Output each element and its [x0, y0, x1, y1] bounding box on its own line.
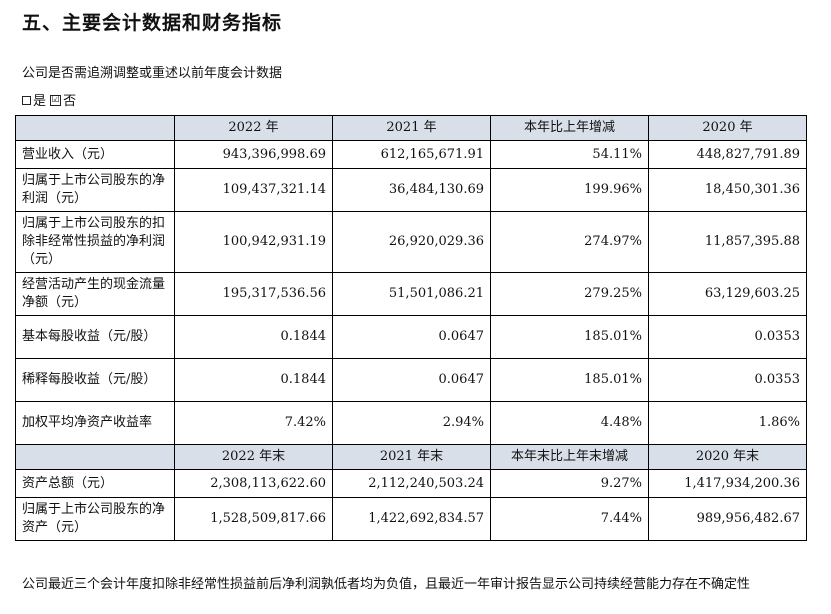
value-cell: 448,827,791.89 [648, 140, 807, 169]
value-cell: 0.0353 [648, 315, 807, 359]
subheader-cell: 2020 年末 [648, 444, 807, 470]
table-row: 资产总额（元） 2,308,113,622.60 2,112,240,503.2… [15, 469, 807, 498]
value-cell: 4.48% [490, 401, 649, 445]
value-cell: 195,317,536.56 [174, 272, 333, 316]
restatement-question: 公司是否需追溯调整或重述以前年度会计数据 [22, 66, 283, 81]
value-cell: 2.94% [332, 401, 491, 445]
row-label: 归属于上市公司股东的净资产（元） [15, 497, 175, 541]
row-label: 归属于上市公司股东的扣除非经常性损益的净利润（元） [15, 211, 175, 273]
row-label: 归属于上市公司股东的净利润（元） [15, 168, 175, 212]
row-label: 营业收入（元） [15, 140, 175, 169]
row-label: 基本每股收益（元/股） [15, 315, 175, 359]
value-cell: 9.27% [490, 469, 649, 498]
value-cell: 185.01% [490, 358, 649, 402]
value-cell: 54.11% [490, 140, 649, 169]
value-cell: 0.0353 [648, 358, 807, 402]
header-cell: 本年比上年增减 [490, 115, 649, 141]
value-cell: 0.0647 [332, 358, 491, 402]
subheader-cell: 2022 年末 [174, 444, 333, 470]
value-cell: 0.1844 [174, 358, 333, 402]
value-cell: 63,129,603.25 [648, 272, 807, 316]
header-cell: 2022 年 [174, 115, 333, 141]
value-cell: 274.97% [490, 211, 649, 273]
subheader-cell: 本年末比上年末增减 [490, 444, 649, 470]
value-cell: 943,396,998.69 [174, 140, 333, 169]
financial-indicators-table: 2022 年 2021 年 本年比上年增减 2020 年 营业收入（元） 943… [15, 115, 807, 541]
table-row: 归属于上市公司股东的扣除非经常性损益的净利润（元） 100,942,931.19… [15, 211, 807, 273]
value-cell: 0.1844 [174, 315, 333, 359]
row-label: 稀释每股收益（元/股） [15, 358, 175, 402]
restatement-options: 是 ☑ 否 [22, 90, 76, 109]
value-cell: 279.25% [490, 272, 649, 316]
value-cell: 199.96% [490, 168, 649, 212]
value-cell: 612,165,671.91 [332, 140, 491, 169]
value-cell: 11,857,395.88 [648, 211, 807, 273]
value-cell: 36,484,130.69 [332, 168, 491, 212]
table-row: 经营活动产生的现金流量净额（元） 195,317,536.56 51,501,0… [15, 272, 807, 316]
value-cell: 185.01% [490, 315, 649, 359]
value-cell: 2,112,240,503.24 [332, 469, 491, 498]
value-cell: 2,308,113,622.60 [174, 469, 333, 498]
value-cell: 109,437,321.14 [174, 168, 333, 212]
value-cell: 1,417,934,200.36 [648, 469, 807, 498]
going-concern-note: 公司最近三个会计年度扣除非经常性损益前后净利润孰低者均为负值，且最近一年审计报告… [22, 577, 751, 592]
value-cell: 1,422,692,834.57 [332, 497, 491, 541]
table-row: 加权平均净资产收益率 7.42% 2.94% 4.48% 1.86% [15, 401, 807, 445]
value-cell: 7.42% [174, 401, 333, 445]
value-cell: 0.0647 [332, 315, 491, 359]
section-heading: 五、主要会计数据和财务指标 [22, 12, 283, 34]
header-cell [15, 115, 175, 141]
table-row: 归属于上市公司股东的净利润（元） 109,437,321.14 36,484,1… [15, 168, 807, 212]
table-row: 基本每股收益（元/股） 0.1844 0.0647 185.01% 0.0353 [15, 315, 807, 359]
row-label: 经营活动产生的现金流量净额（元） [15, 272, 175, 316]
value-cell: 51,501,086.21 [332, 272, 491, 316]
value-cell: 26,920,029.36 [332, 211, 491, 273]
table-header-row: 2022 年 2021 年 本年比上年增减 2020 年 [15, 115, 807, 141]
row-label: 加权平均净资产收益率 [15, 401, 175, 445]
table-row: 归属于上市公司股东的净资产（元） 1,528,509,817.66 1,422,… [15, 497, 807, 541]
value-cell: 100,942,931.19 [174, 211, 333, 273]
table-subheader-row: 2022 年末 2021 年末 本年末比上年末增减 2020 年末 [15, 444, 807, 470]
subheader-cell [15, 444, 175, 470]
subheader-cell: 2021 年末 [332, 444, 491, 470]
row-label: 资产总额（元） [15, 469, 175, 498]
value-cell: 1,528,509,817.66 [174, 497, 333, 541]
value-cell: 7.44% [490, 497, 649, 541]
value-cell: 989,956,482.67 [648, 497, 807, 541]
header-cell: 2020 年 [648, 115, 807, 141]
yes-checkbox [22, 96, 31, 105]
header-cell: 2021 年 [332, 115, 491, 141]
yes-label: 是 [33, 94, 47, 109]
value-cell: 18,450,301.36 [648, 168, 807, 212]
no-label: 否 [63, 94, 77, 109]
value-cell: 1.86% [648, 401, 807, 445]
table-row: 稀释每股收益（元/股） 0.1844 0.0647 185.01% 0.0353 [15, 358, 807, 402]
no-checkbox-checked: ☑ [50, 95, 62, 106]
table-row: 营业收入（元） 943,396,998.69 612,165,671.91 54… [15, 140, 807, 169]
